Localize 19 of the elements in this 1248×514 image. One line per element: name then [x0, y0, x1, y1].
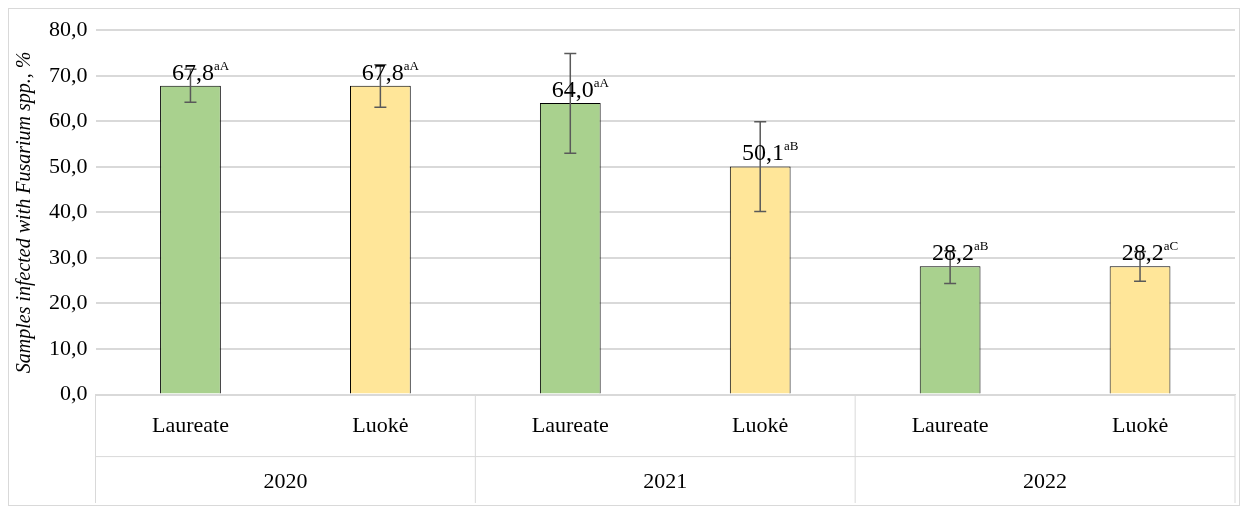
x-tick-label: Laureate — [531, 411, 609, 437]
text: 2022 — [1023, 467, 1068, 493]
y-tick-label: 40,0 — [49, 198, 88, 224]
x-tick-label: Luokė — [732, 411, 789, 437]
y-tick-label: 10,0 — [49, 334, 88, 360]
text: 2021 — [643, 467, 688, 493]
y-tick-label: 20,0 — [49, 289, 88, 315]
y-tick-label: 80,0 — [49, 15, 88, 41]
x-tick-label: Luokė — [352, 411, 409, 437]
y-tick-label: 60,0 — [49, 107, 88, 133]
y-tick-label: 50,0 — [49, 152, 88, 178]
x-tick-label: Laureate — [151, 411, 229, 437]
x-tick-label: Luokė — [1111, 411, 1169, 437]
y-tick-label: 70,0 — [49, 61, 88, 87]
x-tick-label: Laureate — [911, 411, 989, 437]
y-tick-label: 0,0 — [60, 380, 88, 406]
y-tick-label: 30,0 — [49, 243, 88, 269]
text: 2020 — [263, 467, 308, 493]
y-axis-title: Samples infected with Fusarium spp., % — [12, 51, 36, 374]
